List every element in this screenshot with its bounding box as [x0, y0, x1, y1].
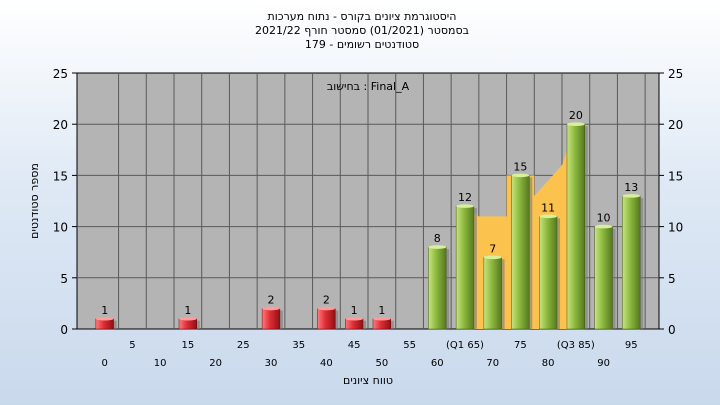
bar-top — [262, 306, 280, 311]
bar-95 — [622, 195, 641, 330]
x-tick-25: 25 — [237, 340, 250, 351]
bar-label-15: 1 — [184, 304, 191, 317]
y-tick-right-0: 0 — [668, 323, 676, 337]
x-tick-95: 95 — [625, 340, 638, 351]
bar-label-80: 11 — [541, 201, 555, 214]
y-tick-left-10: 10 — [53, 221, 68, 235]
x-tick-10: 10 — [154, 358, 167, 369]
bar-label-60: 8 — [434, 232, 441, 245]
title-line-1: היסטוגרמת ציונים בקורס - נתוח מערכות — [268, 10, 457, 23]
x-tick-50: 50 — [375, 358, 388, 369]
bar-top — [594, 224, 613, 229]
bar-label-50: 1 — [378, 304, 385, 317]
bar-top — [372, 316, 391, 321]
bars — [95, 122, 644, 330]
x-tick-85: (Q3 85) — [557, 340, 595, 351]
bar-top — [566, 122, 585, 126]
bar-30 — [261, 308, 281, 330]
x-tick-5: 5 — [129, 340, 135, 351]
y-tick-right-15: 15 — [668, 169, 683, 183]
y-axis-label: מספר סטודנטים — [28, 163, 41, 239]
x-tick-15: 15 — [181, 340, 194, 351]
y-tick-right-5: 5 — [668, 272, 676, 286]
bar-top — [345, 316, 364, 321]
x-tick-45: 45 — [348, 340, 361, 351]
bar-top — [95, 316, 114, 321]
x-axis-ticks: 0 5 10 15 20 25 30 35 40 45 50 55 60(Q1 65)70 75 80(Q3… — [102, 340, 638, 369]
bar-label-30: 2 — [268, 294, 275, 307]
x-tick-75: 75 — [514, 340, 527, 351]
y-tick-left-25: 25 — [53, 67, 68, 81]
y-tick-right-10: 10 — [668, 221, 683, 235]
y-tick-right-25: 25 — [668, 67, 683, 81]
bar-80 — [539, 216, 558, 330]
bar-label-40: 2 — [323, 294, 330, 307]
x-tick-0: 0 — [102, 358, 108, 369]
x-tick-90: 90 — [597, 358, 610, 369]
bar-top — [622, 194, 641, 198]
x-tick-20: 20 — [209, 358, 222, 369]
bar-top — [483, 255, 502, 260]
bar-40 — [317, 308, 336, 330]
chart-title: היסטוגרמת ציונים בקורס - נתוח מערכות בסמ… — [255, 10, 469, 51]
x-tick-80: 80 — [542, 358, 555, 369]
y-tick-left-5: 5 — [60, 272, 68, 286]
y-axis-right-ticks: 0 5 10 15 20 25 — [659, 67, 683, 337]
plot-annotation: בחישוב : Final_A — [327, 80, 410, 93]
bar-70 — [483, 257, 502, 330]
bar-65 — [455, 205, 475, 330]
bar-top — [178, 316, 197, 321]
bar-label-65: 12 — [458, 191, 472, 204]
x-tick-60: 60 — [431, 358, 444, 369]
x-tick-65: (Q1 65) — [446, 340, 484, 351]
bar-label-95: 13 — [624, 181, 638, 194]
bar-75 — [511, 175, 530, 330]
x-tick-40: 40 — [320, 358, 333, 369]
y-axis-left-ticks: 0 5 10 15 20 25 — [53, 67, 77, 337]
bar-top — [511, 173, 530, 178]
y-tick-left-15: 15 — [53, 169, 68, 183]
bar-top — [428, 245, 447, 249]
bar-60 — [428, 246, 447, 330]
x-tick-55: 55 — [403, 340, 416, 351]
x-axis-label: טווח ציונים — [343, 374, 393, 387]
y-tick-left-20: 20 — [53, 118, 68, 132]
bar-85 — [566, 123, 585, 330]
bar-top — [539, 214, 558, 219]
x-tick-70: 70 — [486, 358, 499, 369]
bar-label-75: 15 — [513, 160, 527, 173]
y-tick-right-20: 20 — [668, 118, 683, 132]
bar-label-85: 20 — [569, 109, 583, 122]
title-line-3: סטודנטים רשומים - 179 — [305, 38, 419, 51]
bar-label-90: 10 — [597, 212, 611, 225]
bar-top — [456, 204, 474, 208]
y-tick-left-0: 0 — [60, 323, 68, 337]
bar-label-0: 1 — [101, 304, 108, 317]
x-tick-30: 30 — [265, 358, 278, 369]
bar-90 — [594, 226, 613, 330]
bar-top — [317, 306, 336, 311]
bar-label-45: 1 — [351, 304, 358, 317]
bar-label-70: 7 — [489, 242, 496, 255]
title-line-2: בסמסטר (01/2021) סמסטר חורף 2021/22 — [255, 24, 469, 37]
x-tick-35: 35 — [292, 340, 305, 351]
